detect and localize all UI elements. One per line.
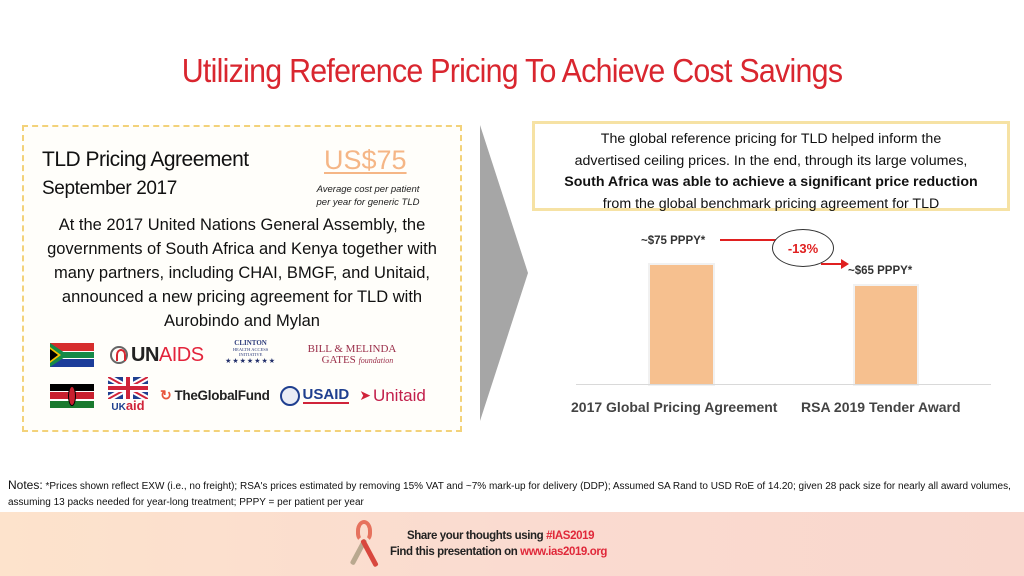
chai-line: CLINTON — [234, 339, 267, 347]
description-line: Aurobindo and Mylan — [164, 312, 320, 330]
footnotes: Notes: *Prices shown reflect EXW (i.e., … — [8, 478, 1013, 510]
unaids-aids-text: AIDS — [158, 343, 204, 366]
foundation-text: foundation — [358, 356, 394, 365]
arrow-right-icon — [841, 259, 849, 269]
description-line: many partners, including CHAI, BMGF, and… — [54, 264, 430, 282]
notes-label: Notes: — [8, 478, 43, 492]
gates-text: GATES — [321, 354, 356, 366]
panel-heading: TLD Pricing Agreement — [42, 148, 249, 171]
gates-line: BILL & MELINDA — [307, 343, 397, 355]
bar-2017-global-pricing — [650, 265, 713, 384]
callout-line: The global reference pricing for TLD hel… — [600, 131, 942, 147]
price-caption-line: per year for generic TLD — [316, 197, 420, 208]
callout-line: from the global benchmark pricing agreem… — [602, 195, 940, 212]
footer-share-text: Share your thoughts using — [407, 530, 547, 542]
unitaid-logo: ➤ Unitaid — [359, 387, 426, 404]
hashtag-link[interactable]: #IAS2019 — [546, 530, 595, 542]
unaids-un-text: UN — [131, 343, 159, 366]
price-caption-line: Average cost per patient — [316, 184, 420, 195]
unitaid-text: Unitaid — [372, 386, 426, 405]
category-label: RSA 2019 Tender Award — [801, 399, 961, 415]
gates-line: GATES foundation — [308, 355, 397, 366]
bar-label-2017: ~$75 PPPY* — [641, 235, 706, 247]
reduction-connector — [720, 239, 776, 241]
partner-logos-row-1: UN AIDS CLINTON HEALTH ACCESS INITIATIVE … — [50, 339, 396, 371]
partner-logos-row-2: UKaid ↻ TheGlobalFund USAID ➤ Unitaid — [50, 377, 426, 414]
footer-text: Share your thoughts using #IAS2019 Find … — [390, 528, 607, 560]
ukaid-aid: aid — [125, 398, 145, 413]
global-fund-text: TheGlobalFund — [174, 388, 270, 403]
conference-footer: Share your thoughts using #IAS2019 Find … — [0, 512, 1024, 576]
union-jack-icon — [108, 377, 148, 399]
tld-agreement-panel: TLD Pricing Agreement September 2017 US$… — [22, 125, 462, 432]
reduction-badge: -13% — [772, 229, 834, 267]
clinton-health-access-logo: CLINTON HEALTH ACCESS INITIATIVE ★★★★★★★ — [216, 339, 286, 371]
description-line: governments of South Africa and Kenya to… — [47, 240, 437, 258]
gates-foundation-logo: BILL & MELINDA GATES foundation — [308, 344, 397, 366]
chai-line: INITIATIVE — [238, 352, 263, 357]
bar-rsa-2019-tender — [855, 286, 917, 384]
slide-title: Utilizing Reference Pricing To Achieve C… — [181, 52, 843, 89]
agreement-description: At the 2017 United Nations General Assem… — [24, 213, 460, 333]
global-fund-logo: ↻ TheGlobalFund — [160, 387, 270, 404]
kenya-flag-icon — [50, 383, 94, 408]
description-line: announced a new pricing agreement for TL… — [61, 288, 423, 306]
south-africa-flag-icon — [50, 343, 94, 367]
ukaid-logo: UKaid — [108, 377, 148, 414]
un-globe-icon — [110, 346, 128, 364]
price-caption: Average cost per patient per year for ge… — [308, 183, 428, 209]
unitaid-bird-icon: ➤ — [359, 387, 371, 403]
ukaid-text: UKaid — [111, 399, 144, 414]
chevron-right-arrow-icon — [480, 125, 528, 421]
ribbon-icon — [349, 520, 379, 570]
category-label: 2017 Global Pricing Agreement — [571, 399, 778, 415]
summary-callout: The global reference pricing for TLD hel… — [532, 121, 1010, 212]
bar-label-2019: ~$65 PPPY* — [848, 265, 913, 277]
callout-highlight: South Africa was able to achieve a signi… — [564, 174, 978, 190]
price-comparison-chart: ~$75 PPPY* ~$65 PPPY* -13% 2017 Global P… — [571, 225, 996, 425]
notes-text: *Prices shown reflect EXW (i.e., no frei… — [8, 481, 1011, 508]
global-fund-icon: ↻ — [160, 387, 172, 403]
ukaid-uk: UK — [111, 402, 126, 413]
unaids-logo: UN AIDS — [110, 344, 204, 367]
usaid-seal-icon — [279, 385, 300, 406]
description-line: At the 2017 United Nations General Assem… — [58, 216, 426, 234]
usaid-text: USAID — [302, 386, 350, 404]
usaid-logo: USAID — [279, 385, 350, 406]
callout-line: advertised ceiling prices. In the end, t… — [574, 152, 968, 169]
price-highlight: US$75 — [324, 145, 407, 175]
footer-find-text: Find this presentation on — [390, 546, 521, 558]
chai-stars-icon: ★★★★★★★ — [225, 357, 277, 365]
panel-subheading: September 2017 — [42, 178, 177, 199]
x-axis — [576, 384, 991, 385]
chai-line: HEALTH ACCESS — [232, 347, 269, 352]
website-link[interactable]: www.ias2019.org — [520, 546, 608, 558]
reduction-connector — [821, 263, 843, 265]
